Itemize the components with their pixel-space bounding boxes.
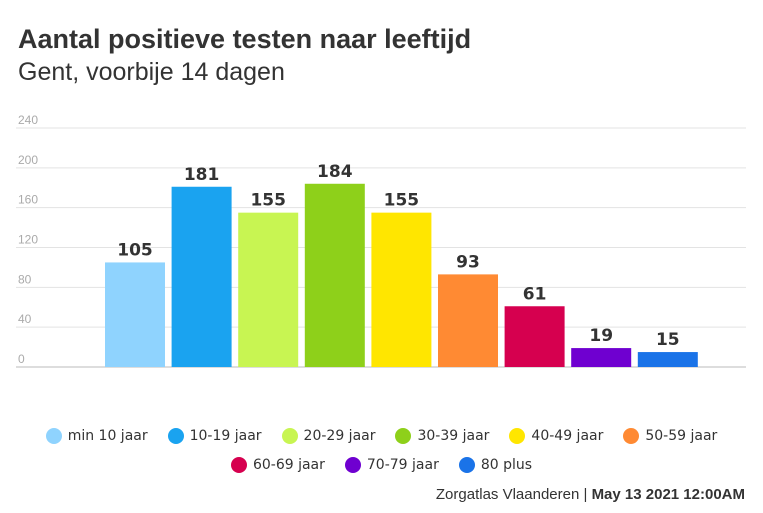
- y-tick-label: 120: [18, 233, 38, 247]
- bar-value-label: 184: [317, 162, 353, 182]
- legend-item[interactable]: 50-59 jaar: [623, 428, 717, 444]
- footer-source: Zorgatlas Vlaanderen: [435, 486, 580, 503]
- y-tick-label: 240: [18, 113, 38, 127]
- legend-row-1: min 10 jaar 10-19 jaar 20-29 jaar 30-39 jaa…: [0, 428, 763, 444]
- bar-value-label: 61: [523, 284, 547, 304]
- y-tick-label: 40: [18, 312, 32, 326]
- legend-swatch-icon: [509, 428, 526, 444]
- legend-swatch-icon: [45, 428, 62, 444]
- legend-label: 20-29 jaar: [303, 428, 376, 444]
- y-tick-label: 0: [18, 352, 25, 366]
- legend-item[interactable]: 40-49 jaar: [509, 428, 603, 444]
- legend-item[interactable]: 30-39 jaar: [395, 428, 489, 444]
- legend-label: min 10 jaar: [67, 428, 148, 444]
- legend-item[interactable]: 70-79 jaar: [344, 457, 439, 473]
- bar-value-label: 105: [117, 240, 153, 260]
- y-tick-label: 160: [18, 193, 38, 207]
- legend-swatch-icon: [458, 457, 475, 473]
- y-tick-label: 80: [18, 272, 32, 286]
- legend-item[interactable]: min 10 jaar: [45, 428, 148, 444]
- bar-30-39-jaar[interactable]: [304, 183, 365, 367]
- legend-swatch-icon: [344, 457, 361, 473]
- legend-row-2: 60-69 jaar 70-79 jaar 80 plus: [0, 457, 763, 473]
- legend-swatch-icon: [395, 428, 412, 444]
- legend-swatch-icon: [281, 428, 298, 444]
- chart-title: Aantal positieve testen naar leeftijd: [18, 24, 472, 54]
- bar-80-plus[interactable]: [637, 352, 698, 367]
- bar-value-label: 15: [656, 330, 680, 350]
- legend-label: 10-19 jaar: [189, 428, 262, 444]
- y-tick-label: 200: [18, 153, 38, 167]
- bar-value-label: 93: [456, 252, 480, 272]
- footer: Zorgatlas Vlaanderen | May 13 2021 12:00…: [436, 486, 745, 503]
- bar-value-label: 19: [589, 326, 613, 346]
- legend-swatch-icon: [623, 428, 640, 444]
- bar-10-19-jaar[interactable]: [171, 186, 232, 367]
- legend-item[interactable]: 10-19 jaar: [167, 428, 262, 444]
- legend-item[interactable]: 80 plus: [458, 457, 533, 473]
- footer-separator: |: [579, 486, 592, 503]
- chart-subtitle: Gent, voorbije 14 dagen: [18, 58, 285, 86]
- footer-date: May 13 2021 12:00AM: [591, 486, 745, 503]
- legend-label: 70-79 jaar: [366, 457, 439, 473]
- legend-label: 50-59 jaar: [645, 428, 718, 444]
- legend-label: 80 plus: [480, 457, 533, 473]
- legend-label: 40-49 jaar: [531, 428, 604, 444]
- legend-swatch-icon: [230, 457, 247, 473]
- bar-40-49-jaar[interactable]: [371, 212, 432, 367]
- bar-value-label: 155: [250, 191, 286, 211]
- legend-item[interactable]: 60-69 jaar: [230, 457, 325, 473]
- bar-20-29-jaar[interactable]: [238, 212, 299, 367]
- legend-swatch-icon: [167, 428, 184, 444]
- bar-70-79-jaar[interactable]: [571, 348, 632, 367]
- legend-label: 30-39 jaar: [417, 428, 490, 444]
- bar-60-69-jaar[interactable]: [504, 306, 565, 367]
- legend-label: 60-69 jaar: [252, 457, 325, 473]
- bar-value-label: 181: [184, 165, 220, 185]
- bar-value-label: 155: [384, 191, 420, 211]
- bar-50-59-jaar[interactable]: [438, 274, 498, 367]
- bar-chart: 0 40 80 120 160 200 240 105 181 155 184 155 93 61 19 15: [16, 113, 746, 368]
- legend-item[interactable]: 20-29 jaar: [281, 428, 376, 444]
- bar-min-10-jaar[interactable]: [105, 262, 165, 367]
